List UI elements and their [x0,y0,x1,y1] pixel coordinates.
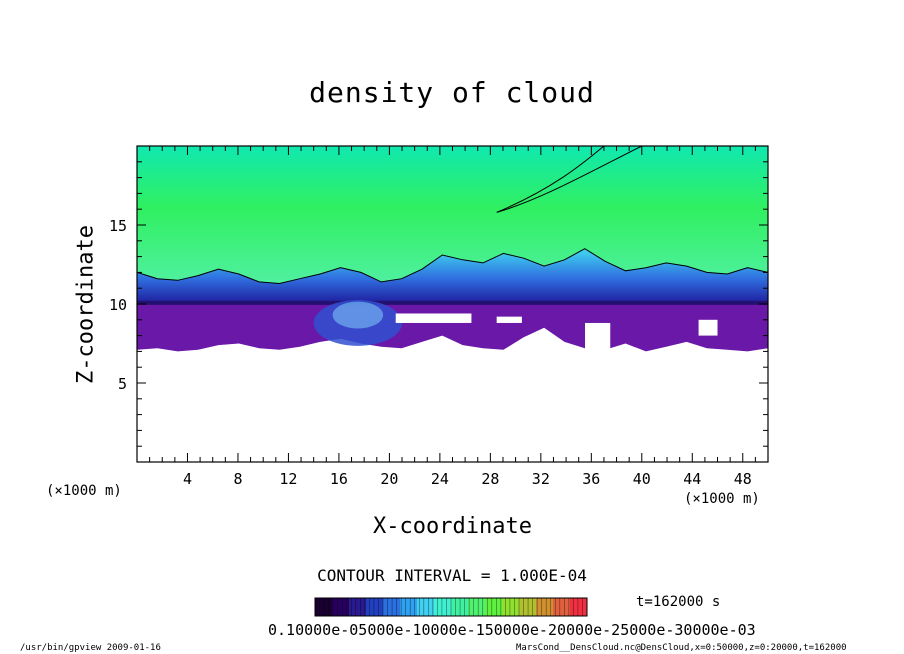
colorbar-frame [314,597,588,617]
x-tick-label: 36 [582,470,600,488]
colorbar-segment [383,598,401,616]
y-tick-label: 5 [118,375,127,393]
colorbar-segment [553,598,571,616]
x-unit-label-right: (×1000 m) [684,491,760,507]
x-tick-label: 20 [380,470,398,488]
footer-right-text: MarsCond__DensCloud.nc@DensCloud,x=0:500… [516,643,847,653]
x-axis-title: X-coordinate [373,514,532,539]
footer-left-text: /usr/bin/gpview 2009-01-16 [20,643,161,653]
x-tick-label: 48 [734,470,752,488]
contour-line-cloud-top [137,248,768,285]
colorbar-tick-labels: 0.10000e-05000e-10000e-150000e-20000e-25… [268,621,756,639]
colorbar-segment [468,598,486,616]
y-axis-title: Z-coordinate [73,225,99,384]
colorbar-segment [485,598,503,616]
x-tick-label: 44 [683,470,701,488]
colorbar-segment [570,598,588,616]
colorbar-segment [366,598,384,616]
colorbar [314,597,588,617]
x-tick-label: 4 [183,470,192,488]
cloud-plume-core [332,301,384,329]
colorbar-segment [536,598,554,616]
colorbar-segment [502,598,520,616]
colorbar-segment [451,598,469,616]
x-tick-label: 40 [633,470,651,488]
x-tick-label: 32 [532,470,550,488]
colorbar-segment [400,598,418,616]
data-gap-4 [698,319,718,336]
time-label: t=162000 s [636,594,721,610]
contour-interval-label: CONTOUR INTERVAL = 1.000E-04 [317,566,587,585]
colorbar-segment [417,598,435,616]
contour-line-upper [496,146,643,213]
colorbar-segment [519,598,537,616]
dense-layer-stripe [137,300,768,305]
upper-density-region [137,146,768,284]
y-tick-label: 10 [109,296,127,314]
x-unit-label-left: (×1000 m) [46,483,122,499]
colorbar-segment [349,598,367,616]
x-tick-label: 24 [431,470,449,488]
x-tick-label: 8 [233,470,242,488]
x-tick-label: 12 [279,470,297,488]
colorbar-segment [434,598,452,616]
colorbar-segment [332,598,350,616]
heatmap-field [137,146,768,352]
x-tick-label: 16 [330,470,348,488]
data-gap-3 [585,322,611,352]
data-gap-1 [395,313,472,323]
data-gap-2 [496,316,522,323]
x-tick-label: 28 [481,470,499,488]
colorbar-segment [315,598,333,616]
chart-title: density of cloud [309,76,595,109]
lower-density-band [137,302,768,352]
mid-density-band [137,248,768,303]
y-tick-label: 15 [109,217,127,235]
